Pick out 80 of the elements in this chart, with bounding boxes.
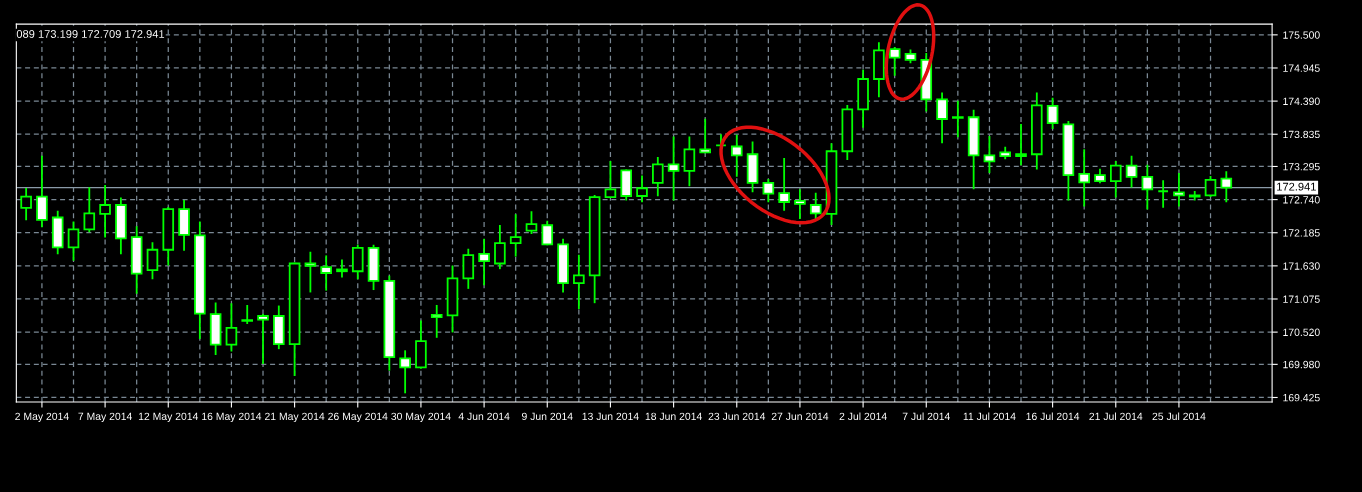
candlestick [1046, 97, 1059, 129]
x-tick-label: 2 Jul 2014 [839, 412, 887, 421]
x-tick-label: 26 May 2014 [328, 412, 388, 423]
annotation: 089 173.199 172.709 172.941 [16, 30, 165, 38]
candlestick [1188, 190, 1201, 201]
x-tick-label: 21 May 2014 [265, 412, 325, 423]
candlestick [20, 187, 32, 221]
candlestick [936, 92, 948, 144]
candlestick [1157, 180, 1169, 208]
x-tick-label: 7 May 2014 [78, 412, 133, 423]
x-tick-label: 21 Jul 2014 [1089, 412, 1143, 421]
x-tick-label: 13 Jun 2014 [582, 412, 639, 421]
candlestick [794, 189, 806, 220]
y-tick-label: 174.390 [1283, 97, 1320, 105]
x-tick-label: 25 Jul 2014 [1152, 412, 1206, 421]
x-tick-label: 30 May 2014 [391, 412, 451, 423]
candlestick [952, 100, 964, 138]
y-tick-label: 171.075 [1283, 295, 1320, 303]
candlestick [336, 259, 348, 278]
candlestick [604, 161, 617, 199]
candlestick [494, 224, 506, 270]
candlestick [1125, 155, 1138, 188]
x-tick-label: 18 Jun 2014 [645, 412, 702, 421]
candlestick [1109, 161, 1122, 198]
candlestick [1141, 164, 1154, 210]
candlestick [1220, 171, 1233, 203]
candlestick [1078, 149, 1090, 207]
candlestick [399, 350, 411, 394]
y-tick-label: 174.945 [1283, 64, 1320, 72]
candlestick [351, 244, 364, 280]
candlestick [888, 47, 901, 76]
candlestick [430, 304, 443, 338]
y-tick-label: 169.980 [1283, 360, 1320, 369]
candlestick [541, 220, 554, 246]
x-tick-label: 23 Jun 2014 [708, 412, 766, 421]
y-tick-label: 171.630 [1283, 262, 1320, 270]
candlestick [809, 192, 822, 221]
candlestick [683, 136, 696, 187]
y-tick-label: 172.740 [1283, 196, 1320, 204]
candlestick [525, 211, 538, 234]
candlestick [667, 136, 680, 201]
y-tick-label: 172.185 [1283, 229, 1320, 237]
x-tick-label: 2 May 2014 [15, 412, 69, 423]
candlestick [509, 214, 522, 257]
candlestick [652, 156, 664, 197]
candlestick [462, 248, 475, 289]
candlestick [699, 118, 711, 154]
y-tick-label: 173.835 [1283, 130, 1320, 139]
y-tick-label: 175.500 [1283, 31, 1320, 39]
candlestick [241, 304, 254, 325]
candlestick [1015, 124, 1027, 166]
candlestick [257, 313, 269, 365]
candlestick [478, 238, 490, 286]
x-tick-label: 27 Jun 2014 [771, 412, 829, 421]
x-tick-label: 11 Jul 2014 [963, 412, 1016, 421]
x-tick-label: 12 May 2014 [138, 412, 199, 423]
candlestick [83, 187, 96, 233]
candlestick [36, 155, 48, 228]
candlestick [146, 242, 159, 280]
x-tick-label: 9 Jun 2014 [521, 412, 573, 421]
x-tick-label: 7 Jul 2014 [902, 412, 950, 421]
candlestick [99, 184, 111, 238]
candlestick [636, 175, 648, 203]
y-tick-label: 173.295 [1283, 162, 1320, 171]
candlestick [320, 255, 332, 291]
candlestick [67, 221, 80, 261]
ref-line-label: 172.941 [1277, 182, 1316, 191]
candlestick [225, 303, 238, 352]
candlestick [778, 158, 790, 211]
candlestick [1173, 173, 1185, 207]
candlestick [730, 134, 743, 177]
candlestick [1204, 176, 1217, 197]
x-tick-label: 16 May 2014 [202, 412, 262, 423]
candlestick [304, 251, 317, 293]
x-tick-label: 4 Jun 2014 [458, 412, 510, 421]
x-tick-label: 16 Jul 2014 [1026, 412, 1080, 421]
candlestick [762, 179, 775, 203]
candlestick [573, 254, 585, 310]
y-tick-label: 169.425 [1283, 393, 1320, 402]
y-tick-label: 170.520 [1283, 328, 1320, 336]
